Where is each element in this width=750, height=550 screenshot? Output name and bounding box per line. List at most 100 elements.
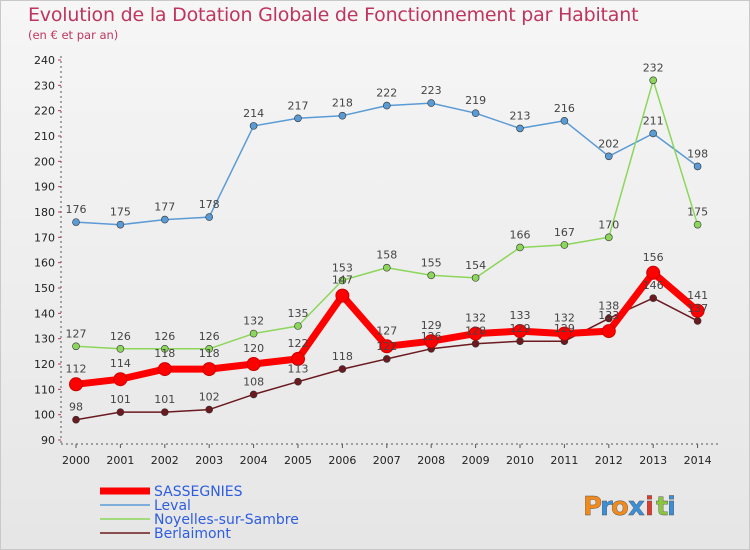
data-label-noyelles-sur-sambre: 170 xyxy=(598,218,619,231)
data-point-noyelles-sur-sambre xyxy=(294,322,302,330)
data-label-noyelles-sur-sambre: 166 xyxy=(510,228,531,241)
x-tick-label: 2006 xyxy=(328,454,356,467)
data-label-leval: 222 xyxy=(376,87,397,100)
x-tick-label: 2012 xyxy=(595,454,623,467)
data-label-noyelles-sur-sambre: 175 xyxy=(687,206,708,219)
data-label-sassegnies: 141 xyxy=(687,289,708,302)
y-tick-label: 170 xyxy=(34,231,55,244)
legend-label-leval: Leval xyxy=(154,498,191,514)
data-label-noyelles-sur-sambre: 158 xyxy=(376,249,397,262)
x-tick-label: 2014 xyxy=(684,454,712,467)
data-label-sassegnies: 133 xyxy=(510,309,531,322)
x-tick-label: 2013 xyxy=(639,454,667,467)
data-label-leval: 211 xyxy=(643,114,664,127)
data-point-noyelles-sur-sambre xyxy=(116,344,125,353)
proxiti-logo: Pro x i ti xyxy=(583,492,676,522)
data-label-leval: 198 xyxy=(687,147,708,160)
x-tick-label: 2003 xyxy=(195,454,223,467)
data-point-noyelles-sur-sambre xyxy=(516,243,524,252)
data-label-sassegnies: 156 xyxy=(643,251,664,264)
data-point-sassegnies xyxy=(646,265,661,280)
data-point-leval xyxy=(72,218,80,226)
y-tick-label: 130 xyxy=(34,333,55,346)
logo-letter: t xyxy=(656,492,668,522)
data-label-noyelles-sur-sambre: 126 xyxy=(154,330,175,343)
data-point-berlaimont xyxy=(471,339,480,348)
data-point-berlaimont xyxy=(205,405,213,414)
logo-letter: x xyxy=(628,492,645,522)
data-label-leval: 216 xyxy=(554,102,575,115)
data-point-sassegnies xyxy=(157,362,172,377)
x-tick-label: 2009 xyxy=(462,454,490,467)
data-point-leval xyxy=(382,101,391,110)
data-point-noyelles-sur-sambre xyxy=(604,233,613,242)
data-point-berlaimont xyxy=(116,408,125,416)
data-point-noyelles-sur-sambre xyxy=(205,344,213,353)
logo-letter: P xyxy=(583,492,602,522)
data-point-leval xyxy=(471,109,480,117)
data-label-berlaimont: 101 xyxy=(110,393,131,406)
data-point-sassegnies xyxy=(379,339,394,354)
data-label-berlaimont: 101 xyxy=(154,393,175,406)
data-label-berlaimont: 129 xyxy=(554,322,575,335)
data-point-noyelles-sur-sambre xyxy=(382,263,391,272)
data-label-noyelles-sur-sambre: 127 xyxy=(66,327,87,340)
data-label-sassegnies: 129 xyxy=(421,319,442,332)
data-point-berlaimont xyxy=(604,314,613,323)
data-point-leval xyxy=(161,215,169,224)
data-label-sassegnies: 114 xyxy=(110,357,131,370)
y-tick-label: 230 xyxy=(34,79,55,92)
y-tick-label: 200 xyxy=(34,155,55,168)
logo-letter: r xyxy=(600,492,613,522)
y-tick-label: 110 xyxy=(34,383,55,396)
data-point-leval xyxy=(205,213,213,221)
data-label-noyelles-sur-sambre: 126 xyxy=(110,330,131,343)
y-tick-label: 90 xyxy=(41,434,55,447)
data-label-sassegnies: 132 xyxy=(465,312,486,325)
data-label-berlaimont: 118 xyxy=(332,350,353,363)
data-point-sassegnies xyxy=(291,351,305,366)
x-tick-label: 2007 xyxy=(373,454,401,467)
data-label-sassegnies: 127 xyxy=(376,324,397,337)
data-label-berlaimont: 108 xyxy=(243,375,264,388)
data-point-sassegnies xyxy=(513,324,527,339)
data-point-noyelles-sur-sambre xyxy=(560,241,569,249)
data-point-noyelles-sur-sambre xyxy=(72,342,80,351)
x-tick-label: 2011 xyxy=(550,454,578,467)
data-point-berlaimont xyxy=(382,355,391,363)
data-label-sassegnies: 118 xyxy=(199,347,220,360)
data-label-leval: 177 xyxy=(154,201,175,214)
logo-letter: o xyxy=(611,492,629,522)
data-label-sassegnies: 122 xyxy=(288,337,309,350)
data-label-sassegnies: 112 xyxy=(66,362,87,375)
data-point-leval xyxy=(294,114,302,123)
data-label-berlaimont: 128 xyxy=(465,325,486,338)
legend-label-berlaimont: Berlaimont xyxy=(154,526,231,542)
data-label-noyelles-sur-sambre: 155 xyxy=(421,256,442,269)
data-point-noyelles-sur-sambre xyxy=(693,220,702,229)
data-point-sassegnies xyxy=(690,303,705,318)
y-tick-label: 150 xyxy=(34,282,55,295)
logo-letter: i xyxy=(667,492,676,522)
data-label-sassegnies: 133 xyxy=(598,309,619,322)
logo-letter: i xyxy=(645,492,654,522)
x-tick-label: 2001 xyxy=(106,454,134,467)
data-point-noyelles-sur-sambre xyxy=(249,329,258,338)
data-point-sassegnies xyxy=(601,324,616,339)
data-point-noyelles-sur-sambre xyxy=(338,276,347,285)
data-point-leval xyxy=(693,162,702,171)
data-label-leval: 223 xyxy=(421,84,442,97)
data-label-noyelles-sur-sambre: 232 xyxy=(643,61,664,74)
y-tick-label: 160 xyxy=(34,257,55,270)
data-point-berlaimont xyxy=(693,317,702,325)
y-tick-label: 120 xyxy=(34,358,55,371)
data-label-leval: 202 xyxy=(598,137,619,150)
data-point-leval xyxy=(249,122,258,130)
data-label-berlaimont: 102 xyxy=(199,391,220,404)
y-tick-label: 240 xyxy=(34,54,55,67)
data-labels: 176 175 177 178 214 217 218 222 223 219 213 216 202 2… xyxy=(66,61,709,413)
data-label-leval: 219 xyxy=(465,94,486,107)
data-point-leval xyxy=(427,99,436,107)
data-point-leval xyxy=(516,124,524,133)
data-point-sassegnies xyxy=(202,362,217,377)
